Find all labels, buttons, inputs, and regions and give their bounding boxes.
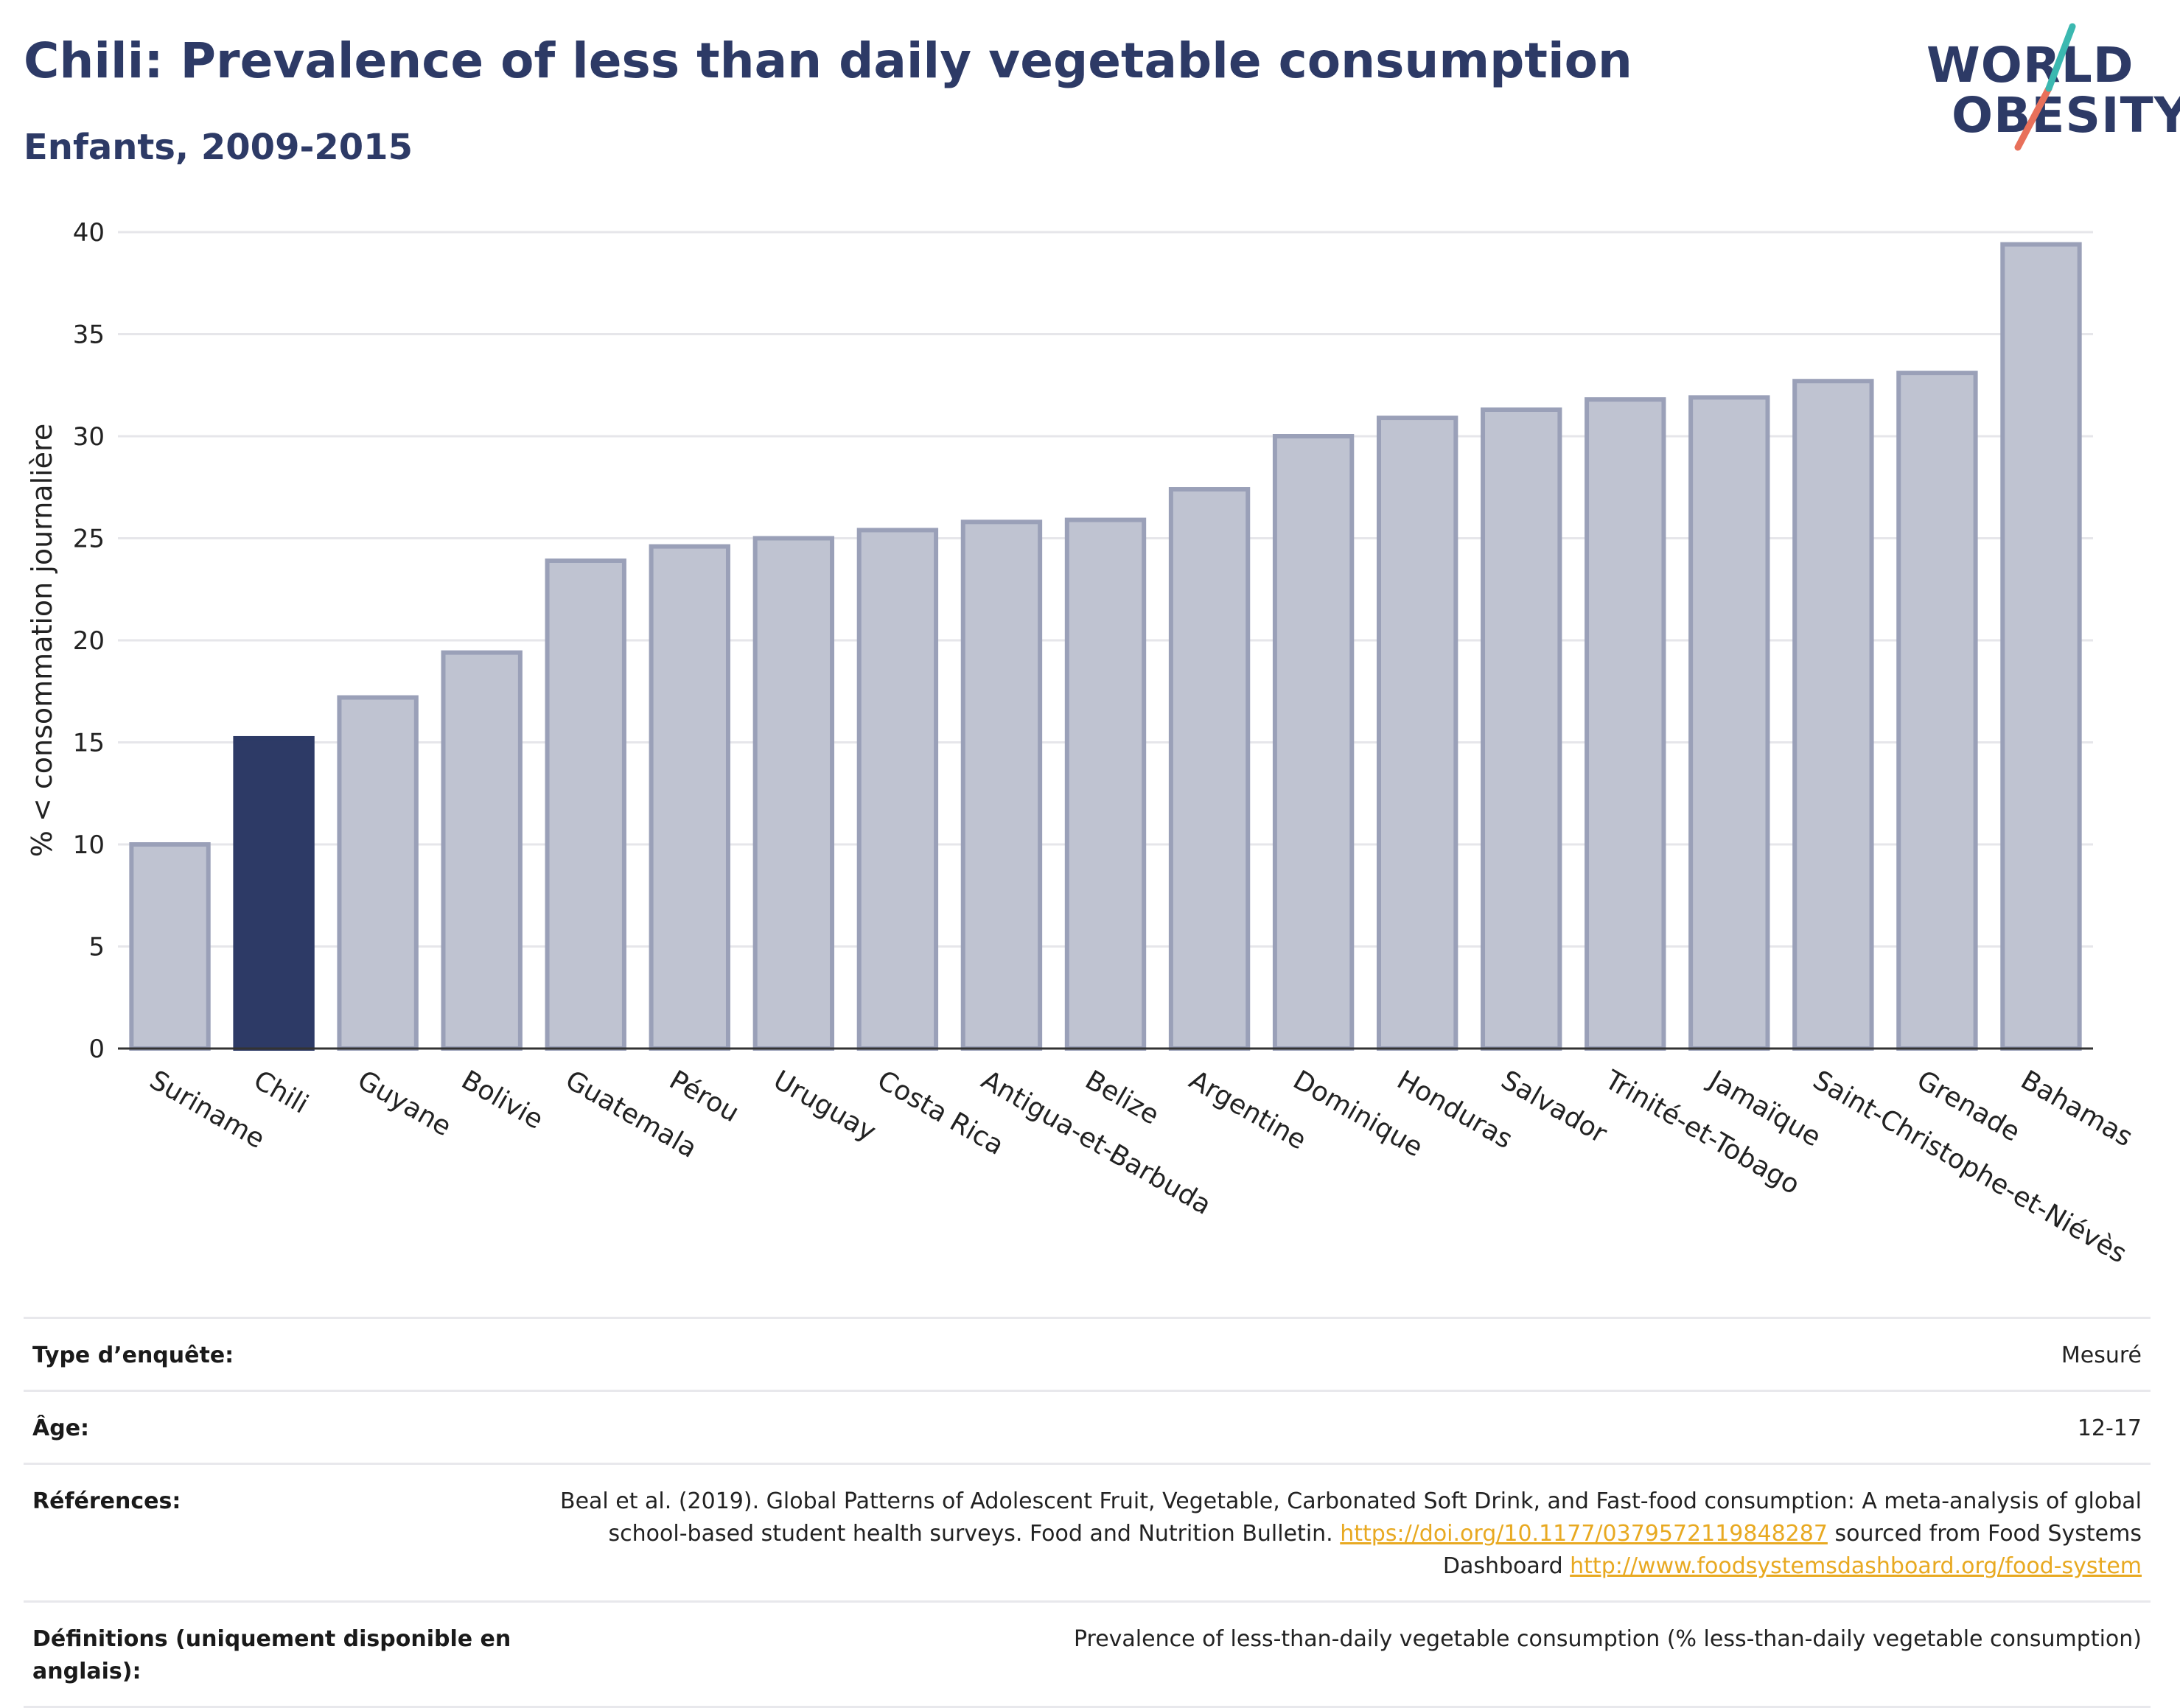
- bar-dominique: [1272, 434, 1355, 1051]
- y-tick-label: 5: [88, 933, 105, 962]
- survey-label: Type d’enquête:: [32, 1343, 234, 1368]
- info-table: Type d’enquête: Mesuré Âge: 12-17 Référe…: [24, 1317, 2151, 1708]
- x-tick-label: Bolivie: [456, 1065, 548, 1135]
- references-text-1: Beal et al. (2019). Global Patterns of A…: [559, 1488, 2142, 1547]
- bar-honduras: [1376, 416, 1458, 1051]
- x-tick-label: Guyane: [352, 1065, 456, 1142]
- logo-word-2: OBESITY: [1952, 87, 2180, 144]
- y-tick-label: 10: [73, 830, 105, 860]
- y-tick-label: 35: [73, 321, 105, 350]
- x-tick-label: Trinité-et-Tobago: [1599, 1065, 1805, 1201]
- references-value: Beal et al. (2019). Global Patterns of A…: [557, 1485, 2142, 1583]
- x-tick-label: Uruguay: [768, 1065, 881, 1147]
- bar-belize: [1064, 517, 1147, 1051]
- bar-suriname: [129, 842, 211, 1051]
- bar-bahamas: [2000, 242, 2082, 1051]
- bar-antigua-et-barbuda: [960, 519, 1043, 1051]
- y-tick-label: 20: [73, 626, 105, 656]
- info-row-age: Âge: 12-17: [24, 1390, 2151, 1463]
- dashboard-link[interactable]: http://www.foodsystemsdashboard.org/food…: [1570, 1553, 2142, 1579]
- x-tick-label: Bahamas: [2016, 1065, 2138, 1152]
- bars: [129, 242, 2082, 1051]
- y-tick-label: 0: [88, 1035, 105, 1064]
- chart-title: Chili: Prevalence of less than daily veg…: [24, 32, 1632, 89]
- bar-trinit-et-tobago: [1585, 397, 1666, 1051]
- definitions-label: Définitions (uniquement disponible en an…: [32, 1626, 511, 1684]
- age-value: 12-17: [2077, 1415, 2142, 1441]
- references-label: Références:: [32, 1488, 181, 1514]
- logo-word-1: WORLD: [1926, 37, 2134, 94]
- bar-grenade: [1896, 371, 1978, 1051]
- info-row-definitions: Définitions (uniquement disponible en an…: [24, 1600, 2151, 1708]
- bar-jama-que: [1688, 395, 1770, 1051]
- bar-chili: [233, 735, 315, 1051]
- bar-argentine: [1168, 487, 1251, 1051]
- y-tick-label: 15: [73, 729, 105, 758]
- x-tick-label: Chili: [248, 1065, 313, 1119]
- y-tick-label: 40: [73, 218, 105, 248]
- info-row-references: Références: Beal et al. (2019). Global P…: [24, 1463, 2151, 1600]
- logo-slash-icon: [2014, 23, 2076, 151]
- bar-bolivie: [441, 650, 523, 1051]
- bar-salvador: [1481, 407, 1562, 1051]
- survey-value: Mesuré: [2061, 1343, 2142, 1368]
- bar-saint-christophe-et-ni-v-s: [1792, 379, 1874, 1051]
- y-axis-label: % < consommation journalière: [26, 424, 58, 857]
- y-tick-labels: 0 5 10 15 20 25 30 35 40: [73, 218, 105, 1064]
- bar-p-rou: [649, 544, 730, 1051]
- bar-guyane: [337, 695, 419, 1051]
- x-tick-label: Suriname: [144, 1065, 270, 1155]
- info-row-survey: Type d’enquête: Mesuré: [24, 1317, 2151, 1390]
- chart-subtitle: Enfants, 2009-2015: [24, 127, 413, 168]
- bar-uruguay: [752, 536, 835, 1051]
- references-text-2: sourced from Food Systems Dashboard: [1442, 1521, 2142, 1579]
- world-obesity-logo: WORLD OBESITY: [1916, 22, 2180, 155]
- age-label: Âge:: [32, 1415, 90, 1441]
- bar-costa-rica: [856, 528, 939, 1051]
- y-tick-label: 30: [73, 422, 105, 452]
- x-tick-label: Argentine: [1184, 1065, 1312, 1155]
- x-tick-label: Pérou: [664, 1065, 744, 1128]
- definitions-value: Prevalence of less-than-daily vegetable …: [1073, 1626, 2142, 1652]
- x-tick-label: Salvador: [1496, 1065, 1612, 1149]
- doi-link[interactable]: https://doi.org/10.1177/0379572119848287: [1340, 1521, 1828, 1547]
- bar-guatemala: [545, 558, 626, 1051]
- x-tick-label: Belize: [1080, 1065, 1164, 1130]
- y-tick-label: 25: [73, 525, 105, 554]
